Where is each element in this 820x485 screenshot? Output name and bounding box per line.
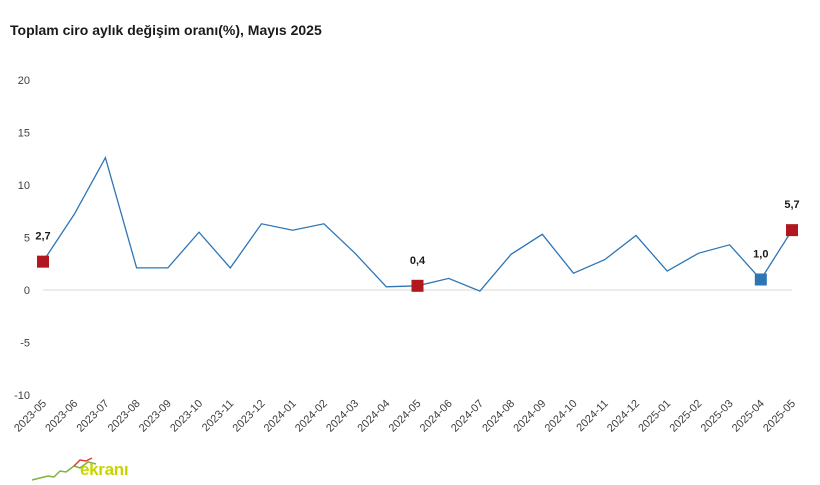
data-label: 5,7	[784, 199, 799, 211]
highlight-marker	[411, 279, 424, 292]
x-tick-label: 2023-10	[168, 398, 205, 435]
data-points: 2,7 0,4 1,0 5,7	[35, 199, 800, 292]
x-tick-label: 2024-03	[324, 398, 361, 435]
x-tick-label: 2025-04	[730, 398, 767, 435]
x-tick-label: 2025-05	[761, 398, 798, 435]
y-tick-label: -10	[14, 390, 30, 402]
x-tick-label: 2023-09	[137, 398, 174, 435]
series-line	[42, 155, 793, 292]
x-tick-label: 2025-01	[636, 398, 673, 435]
highlight-marker	[37, 255, 49, 268]
x-tick-label: 2023-05	[12, 398, 49, 435]
x-tick-label: 2024-12	[605, 398, 642, 435]
y-tick-label: -5	[20, 338, 30, 350]
y-tick-label: 15	[18, 128, 30, 140]
x-tick-label: 2023-06	[43, 398, 80, 435]
watermark-text: ekranı	[80, 460, 129, 479]
x-tick-label: 2023-12	[231, 398, 268, 435]
y-tick-label: 10	[18, 180, 30, 192]
x-tick-label: 2023-07	[75, 398, 112, 435]
y-tick-label: 20	[18, 75, 30, 87]
data-label: 1,0	[753, 249, 768, 261]
chart-title: Toplam ciro aylık değişim oranı(%), Mayı…	[10, 22, 322, 38]
x-tick-label: 2025-03	[699, 398, 736, 435]
y-tick-label: 5	[24, 233, 30, 245]
x-tick-label: 2023-11	[200, 398, 236, 434]
x-tick-label: 2024-01	[262, 398, 299, 435]
highlight-marker	[754, 273, 767, 286]
x-tick-label: 2024-06	[418, 398, 455, 435]
x-tick-label: 2024-02	[293, 398, 330, 435]
data-label: 2,7	[35, 231, 50, 243]
x-tick-label: 2025-02	[667, 398, 704, 435]
x-tick-label: 2024-10	[543, 398, 580, 435]
y-axis: -10 -5 0 5 10 15 20	[14, 75, 30, 402]
watermark-logo	[31, 457, 97, 481]
x-tick-label: 2024-11	[574, 398, 610, 434]
data-label: 0,4	[410, 255, 426, 267]
x-tick-label: 2024-08	[480, 398, 517, 435]
x-tick-label: 2024-09	[511, 398, 548, 435]
highlight-marker	[786, 224, 798, 237]
x-tick-label: 2024-04	[355, 398, 392, 435]
y-tick-label: 0	[24, 285, 30, 297]
x-tick-label: 2024-07	[449, 398, 486, 435]
x-tick-label: 2023-08	[106, 398, 143, 435]
x-tick-label: 2024-05	[387, 398, 424, 435]
x-axis: 2023-052023-062023-072023-082023-092023-…	[12, 398, 798, 435]
